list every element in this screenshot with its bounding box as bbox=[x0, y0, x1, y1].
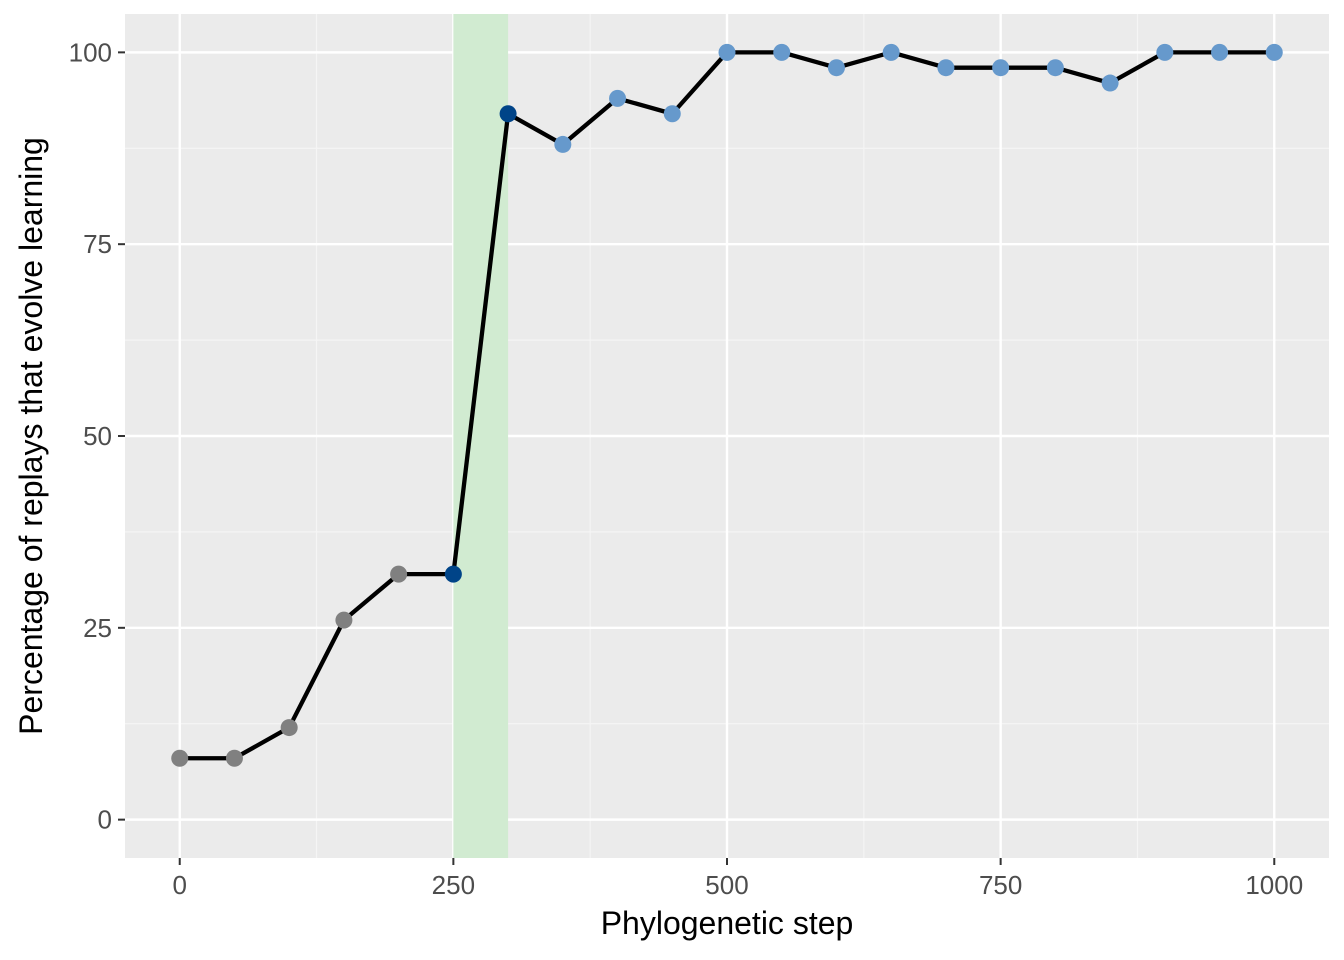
data-point bbox=[280, 719, 298, 737]
data-point bbox=[554, 135, 572, 153]
data-point bbox=[225, 749, 243, 767]
data-point bbox=[1046, 59, 1064, 77]
y-tick-label: 50 bbox=[83, 421, 112, 451]
x-tick-label: 500 bbox=[705, 870, 748, 900]
data-point bbox=[499, 105, 517, 123]
data-point bbox=[171, 749, 189, 767]
data-point bbox=[1265, 43, 1283, 61]
data-point bbox=[1211, 43, 1229, 61]
y-tick-label: 0 bbox=[98, 805, 112, 835]
data-point bbox=[937, 59, 955, 77]
y-tick-label: 25 bbox=[83, 613, 112, 643]
data-point bbox=[1156, 43, 1174, 61]
y-tick-label: 75 bbox=[83, 229, 112, 259]
y-axis-title: Percentage of replays that evolve learni… bbox=[13, 137, 49, 735]
data-point bbox=[882, 43, 900, 61]
data-point bbox=[609, 89, 627, 107]
data-point bbox=[390, 565, 408, 583]
data-point bbox=[992, 59, 1010, 77]
data-point bbox=[718, 43, 736, 61]
y-axis-ticks: 0 25 50 75 100 bbox=[69, 37, 125, 835]
x-tick-label: 250 bbox=[432, 870, 475, 900]
data-point bbox=[335, 611, 353, 629]
data-point bbox=[1101, 74, 1119, 92]
data-points bbox=[171, 43, 1283, 767]
x-tick-label: 750 bbox=[979, 870, 1022, 900]
y-tick-label: 100 bbox=[69, 37, 112, 67]
data-point bbox=[773, 43, 791, 61]
x-tick-label: 1000 bbox=[1245, 870, 1303, 900]
data-point bbox=[444, 565, 462, 583]
x-axis-title: Phylogenetic step bbox=[601, 905, 854, 941]
highlight-band bbox=[453, 14, 509, 858]
x-tick-label: 0 bbox=[172, 870, 186, 900]
data-point bbox=[827, 59, 845, 77]
data-point bbox=[663, 105, 681, 123]
x-axis-ticks: 0 250 500 750 1000 bbox=[172, 858, 1303, 900]
